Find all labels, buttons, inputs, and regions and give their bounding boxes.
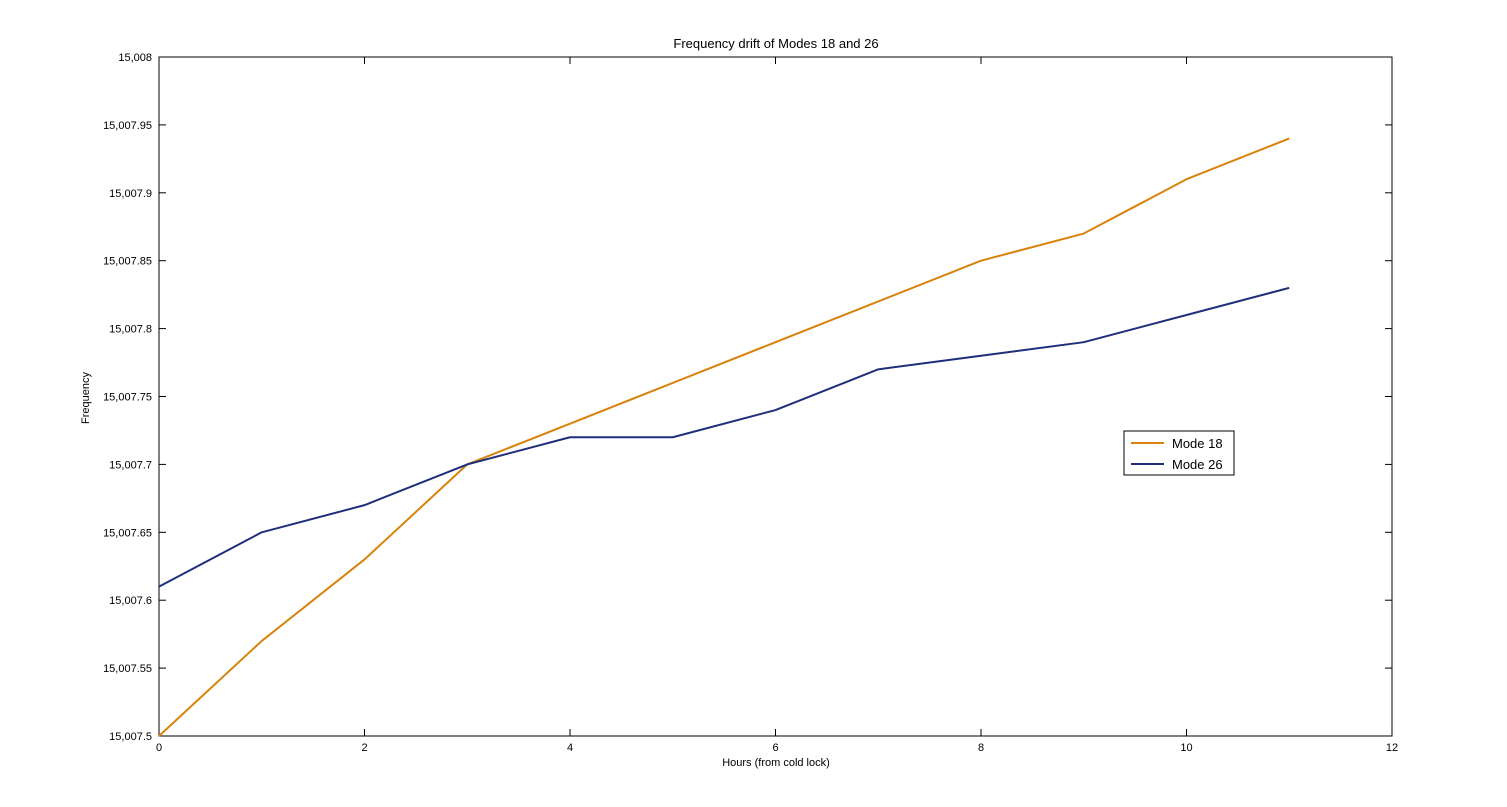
y-axis-label: Frequency bbox=[80, 372, 92, 424]
x-tick-label: 2 bbox=[361, 742, 367, 754]
legend-label-mode-18: Mode 18 bbox=[1172, 436, 1223, 451]
x-tick-label: 0 bbox=[156, 742, 162, 754]
y-tick-label: 15,007.9 bbox=[109, 188, 152, 200]
x-tick-label: 8 bbox=[978, 742, 984, 754]
y-tick-label: 15,007.75 bbox=[103, 392, 152, 404]
y-tick-label: 15,007.8 bbox=[109, 324, 152, 336]
x-tick-label: 12 bbox=[1386, 742, 1398, 754]
chart-title: Frequency drift of Modes 18 and 26 bbox=[673, 36, 878, 51]
legend-label-mode-26: Mode 26 bbox=[1172, 457, 1223, 472]
y-tick-label: 15,007.6 bbox=[109, 595, 152, 607]
y-tick-label: 15,007.55 bbox=[103, 663, 152, 675]
x-axis-label: Hours (from cold lock) bbox=[722, 757, 830, 769]
y-tick-label: 15,007.85 bbox=[103, 256, 152, 268]
y-tick-label: 15,007.95 bbox=[103, 120, 152, 132]
y-tick-label: 15,008 bbox=[118, 52, 152, 64]
y-tick-label: 15,007.5 bbox=[109, 731, 152, 743]
x-tick-label: 4 bbox=[567, 742, 573, 754]
legend: Mode 18 Mode 26 bbox=[1124, 431, 1234, 475]
y-tick-label: 15,007.7 bbox=[109, 459, 152, 471]
x-tick-label: 6 bbox=[772, 742, 778, 754]
x-tick-label: 10 bbox=[1180, 742, 1192, 754]
y-tick-label: 15,007.65 bbox=[103, 527, 152, 539]
